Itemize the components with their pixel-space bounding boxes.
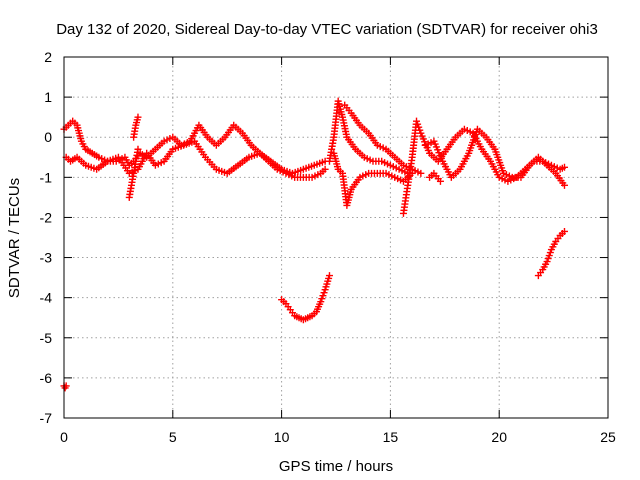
y-tick-labels: -7 -6 -5 -4 -3 -2 -1 0 1 2 bbox=[40, 49, 53, 426]
y-tick-label: 1 bbox=[44, 89, 52, 105]
y-tick-label: 0 bbox=[44, 129, 52, 145]
x-tick-label: 10 bbox=[274, 429, 290, 445]
grid bbox=[64, 57, 608, 418]
data-point bbox=[134, 145, 142, 153]
y-tick-label: -6 bbox=[40, 370, 53, 386]
series-arc-j bbox=[426, 169, 444, 185]
data-marks bbox=[60, 97, 568, 392]
data-point bbox=[134, 113, 142, 121]
series-arc-d bbox=[130, 113, 142, 141]
data-point bbox=[417, 169, 425, 177]
y-tick-label: -2 bbox=[40, 209, 53, 225]
data-point bbox=[560, 227, 568, 235]
data-point bbox=[436, 177, 444, 185]
y-tick-label: -5 bbox=[40, 330, 53, 346]
x-axis-label: GPS time / hours bbox=[279, 458, 393, 475]
x-tick-label: 5 bbox=[169, 429, 177, 445]
series-arc-b bbox=[62, 137, 329, 177]
x-tick-label: 15 bbox=[383, 429, 399, 445]
x-tick-labels: 0 5 10 15 20 25 bbox=[60, 429, 616, 445]
series-arc-i bbox=[421, 125, 568, 189]
data-point bbox=[325, 272, 333, 280]
plot-frame bbox=[63, 56, 609, 419]
y-tick-label: 2 bbox=[44, 49, 52, 65]
data-point bbox=[560, 163, 568, 171]
axis-ticks bbox=[63, 56, 609, 419]
y-axis-label: SDTVAR / TECUs bbox=[6, 178, 23, 298]
data-point bbox=[560, 181, 568, 189]
y-tick-label: -1 bbox=[40, 169, 53, 185]
y-tick-label: -3 bbox=[40, 250, 53, 266]
series-arc-g bbox=[341, 101, 425, 177]
x-tick-label: 0 bbox=[60, 429, 68, 445]
x-tick-label: 25 bbox=[600, 429, 616, 445]
y-tick-label: -7 bbox=[40, 410, 53, 426]
y-tick-label: -4 bbox=[40, 290, 53, 306]
series-arc-f bbox=[330, 149, 416, 209]
series-arc-c bbox=[125, 145, 142, 201]
series-dip-early bbox=[60, 382, 70, 392]
chart-title: Day 132 of 2020, Sidereal Day-to-day VTE… bbox=[56, 21, 598, 38]
series-dip-mid bbox=[278, 272, 333, 324]
x-tick-label: 20 bbox=[491, 429, 507, 445]
data-point bbox=[321, 165, 329, 173]
series-dip-late bbox=[534, 227, 568, 280]
